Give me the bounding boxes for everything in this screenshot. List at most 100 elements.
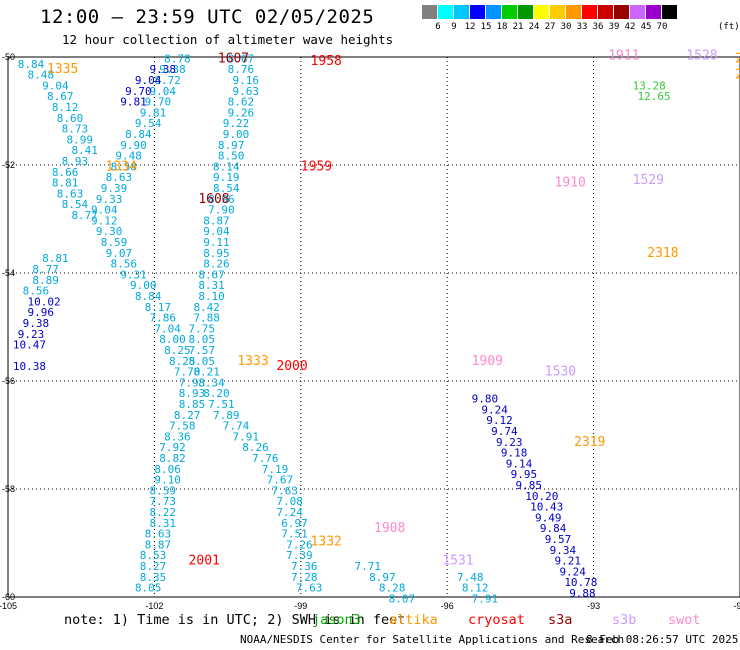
wave-height-value: 9.49 — [535, 511, 562, 524]
wave-height-value: 7.71 — [354, 560, 381, 573]
pass-time-label: 23 — [735, 68, 740, 83]
wave-height-value: 7.73 — [150, 495, 177, 508]
wave-height-value: 8.82 — [159, 452, 186, 465]
wave-height-value: 9.24 — [559, 565, 586, 578]
colorbar-swatch — [470, 5, 485, 19]
satellite-legend-cryosat: cryosat — [468, 612, 525, 628]
wave-height-value: 9.26 — [228, 106, 255, 119]
wave-height-value: 8.96 — [208, 193, 235, 206]
wave-height-value: 9.96 — [28, 306, 55, 319]
x-tick-label: -90 — [733, 601, 740, 611]
colorbar-tick-label: 33 — [576, 22, 588, 32]
generation-timestamp: 8 Feb 08:26:57 UTC 2025 — [586, 633, 739, 646]
wave-height-value: 9.14 — [506, 457, 533, 470]
wave-height-value: 8.72 — [154, 74, 181, 87]
wave-height-value: 8.56 — [110, 258, 137, 271]
colorbar-swatch — [454, 5, 469, 19]
wave-height-value: 7.51 — [208, 398, 235, 411]
wave-height-value: 8.27 — [140, 560, 167, 573]
colorbar-tick-label: 6 — [435, 22, 441, 32]
wave-height-value: 8.26 — [203, 258, 230, 271]
wave-height-value: 8.54 — [62, 198, 89, 211]
pass-time-label: 1607 — [218, 51, 249, 66]
wave-height-value: 9.95 — [511, 468, 538, 481]
wave-height-value: 8.17 — [145, 301, 172, 314]
wave-height-value: 9.39 — [101, 182, 128, 195]
wave-height-value: 7.28 — [291, 571, 318, 584]
wave-height-value: 8.87 — [203, 214, 230, 227]
wave-height-value: 9.38 — [23, 317, 50, 330]
colorbar-tick-label: 39 — [608, 22, 620, 32]
satellite-legend-s3a: s3a — [548, 612, 573, 628]
wave-height-value: 8.20 — [203, 387, 230, 400]
pass-time-label: 1908 — [374, 521, 405, 536]
wave-height-value: 8.89 — [32, 274, 59, 287]
wave-height-value: 8.00 — [159, 333, 186, 346]
wave-height-value: 8.63 — [106, 171, 133, 184]
wave-height-value: 8.48 — [28, 69, 55, 82]
wave-height-value: 9.04 — [135, 74, 162, 87]
wave-height-value: 7.04 — [154, 322, 181, 335]
y-tick-label: -50 — [2, 52, 15, 62]
colorbar-swatch — [486, 5, 501, 19]
colorbar-swatch — [662, 5, 677, 19]
wave-height-value: 8.07 — [389, 592, 416, 605]
wave-height-value: 7.08 — [276, 495, 303, 508]
wave-height-value: 8.77 — [32, 263, 59, 276]
colorbar-tick-label: 30 — [560, 22, 572, 32]
colorbar-unit: (ft) — [718, 22, 740, 32]
wave-height-value: 8.59 — [150, 484, 177, 497]
colorbar-swatch — [422, 5, 437, 19]
pass-time-label: 1910 — [555, 176, 586, 191]
colorbar-tick-label: 70 — [656, 22, 668, 32]
wave-height-value: 9.23 — [18, 328, 45, 341]
wave-height-value: 9.34 — [550, 544, 577, 557]
wave-height-value: 7.67 — [267, 474, 294, 487]
wave-height-value: 8.67 — [198, 268, 225, 281]
wave-height-value: 8.22 — [150, 506, 177, 519]
pass-time-label: 1332 — [311, 535, 342, 550]
wave-height-value: 8.67 — [47, 90, 74, 103]
wave-height-value: 7.86 — [150, 312, 177, 325]
wave-height-value: 8.97 — [218, 139, 245, 152]
wave-height-value: 10.47 — [13, 339, 46, 352]
colorbar-swatch — [438, 5, 453, 19]
wave-height-value: 10.43 — [530, 501, 563, 514]
wave-height-value: 9.48 — [115, 150, 142, 163]
colorbar-tick-label: 27 — [544, 22, 556, 32]
colorbar-swatch — [582, 5, 597, 19]
wave-height-value: 7.48 — [457, 571, 484, 584]
wave-height-value: 9.00 — [130, 279, 157, 292]
colorbar-swatch — [566, 5, 581, 19]
colorbar-tick-label: 36 — [592, 22, 604, 32]
wave-height-value: 9.70 — [145, 96, 172, 109]
wave-height-value: 9.80 — [472, 393, 499, 406]
wave-height-value: 8.84 — [18, 58, 45, 71]
wave-height-value: 8.93 — [62, 155, 89, 168]
colorbar-swatch — [646, 5, 661, 19]
wave-height-value: 8.73 — [62, 123, 89, 136]
pass-time-label: 1334 — [106, 159, 137, 174]
wave-height-value: 7.36 — [291, 560, 318, 573]
wave-height-value: 7.90 — [208, 204, 235, 217]
x-tick-label: -93 — [587, 601, 600, 611]
wave-height-value: 8.84 — [125, 128, 152, 141]
wave-height-value: 8.76 — [228, 63, 255, 76]
colorbar-tick-label: 12 — [464, 22, 476, 32]
wave-height-value: 9.04 — [203, 225, 230, 238]
wave-height-value: 7.88 — [193, 312, 220, 325]
y-tick-label: -56 — [2, 376, 15, 386]
wave-height-value: 9.63 — [232, 85, 258, 98]
colorbar-tick-label: 21 — [512, 22, 524, 32]
wave-height-value: 8.27 — [174, 409, 201, 422]
wave-height-value: 7.92 — [159, 441, 186, 454]
wave-height-value: 8.84 — [135, 290, 162, 303]
chart-subtitle: 12 hour collection of altimeter wave hei… — [62, 32, 394, 47]
colorbar-swatch — [502, 5, 517, 19]
pass-time-label: 2000 — [276, 359, 307, 374]
x-tick-label: -96 — [441, 601, 454, 611]
wave-height-value: 9.57 — [545, 533, 572, 546]
wave-height-value: 8.81 — [52, 177, 79, 190]
wave-height-value: 9.16 — [232, 74, 258, 87]
wave-height-value: 8.26 — [242, 441, 268, 454]
